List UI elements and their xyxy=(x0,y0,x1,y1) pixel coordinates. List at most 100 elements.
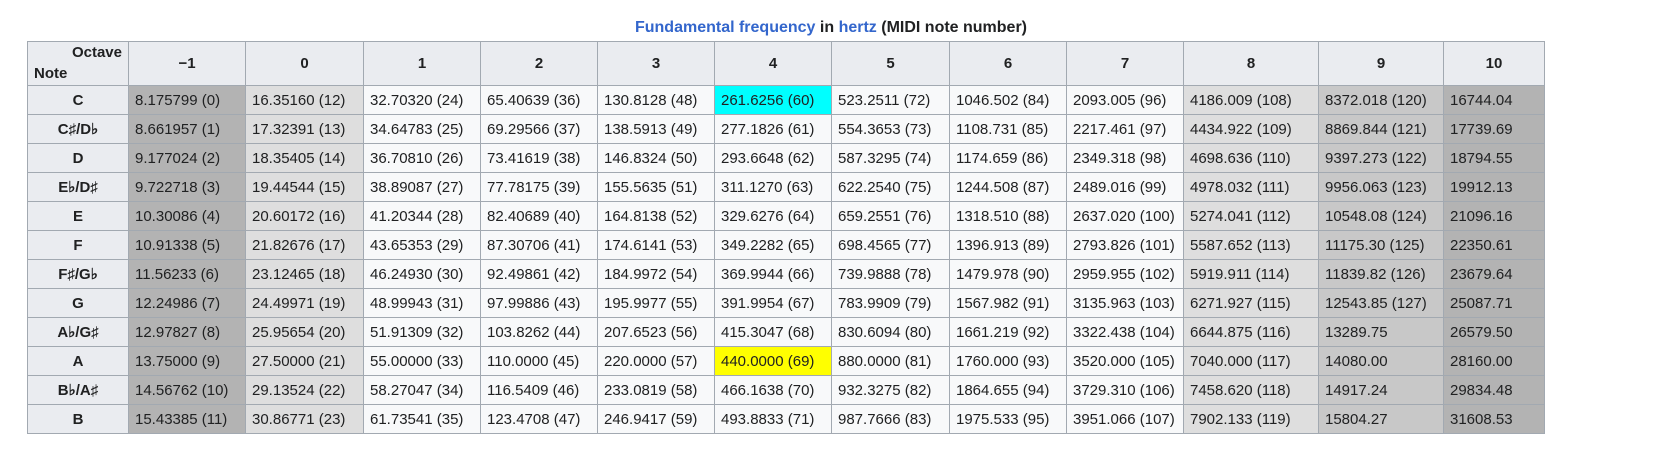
caption-midi-text: (MIDI note number) xyxy=(876,19,1028,36)
frequency-cell: 12543.85 (127) xyxy=(1318,288,1444,318)
frequency-cell: 19.44544 (15) xyxy=(245,172,364,202)
frequency-cell: 103.8262 (44) xyxy=(480,317,598,347)
frequency-cell: 69.29566 (37) xyxy=(480,114,598,144)
frequency-cell: 1760.000 (93) xyxy=(949,346,1067,376)
frequency-cell: 29834.48 xyxy=(1443,375,1545,405)
table-row: C 8.175799 (0) 16.35160 (12) 32.70320 (24) 6… xyxy=(27,85,1545,115)
frequency-cell: 138.5913 (49) xyxy=(597,114,715,144)
frequency-cell: 12.97827 (8) xyxy=(128,317,246,347)
frequency-cell: 4186.009 (108) xyxy=(1183,85,1319,115)
frequency-cell: 1479.978 (90) xyxy=(949,259,1067,289)
frequency-cell: 7458.620 (118) xyxy=(1183,375,1319,405)
note-header-label: Note xyxy=(34,65,68,82)
frequency-cell: 523.2511 (72) xyxy=(831,85,950,115)
frequency-cell: 14080.00 xyxy=(1318,346,1444,376)
frequency-cell: 1975.533 (95) xyxy=(949,404,1067,434)
frequency-cell: 195.9977 (55) xyxy=(597,288,715,318)
note-label: B♭/A♯ xyxy=(27,375,129,405)
octave-header: 8 xyxy=(1183,41,1319,86)
octave-header: 4 xyxy=(714,41,832,86)
frequency-cell: 8372.018 (120) xyxy=(1318,85,1444,115)
frequency-cell: 164.8138 (52) xyxy=(597,201,715,231)
note-label: G xyxy=(27,288,129,318)
frequency-cell: 13.75000 (9) xyxy=(128,346,246,376)
frequency-cell: 3135.963 (103) xyxy=(1066,288,1184,318)
frequency-cell: 622.2540 (75) xyxy=(831,172,950,202)
frequency-cell: 26579.50 xyxy=(1443,317,1545,347)
note-label: C♯/D♭ xyxy=(27,114,129,144)
frequency-cell: 233.0819 (58) xyxy=(597,375,715,405)
frequency-cell: 25087.71 xyxy=(1443,288,1545,318)
table-row: B 15.43385 (11) 30.86771 (23) 61.73541 (35)… xyxy=(27,404,1545,434)
note-label: B xyxy=(27,404,129,434)
frequency-cell: 184.9972 (54) xyxy=(597,259,715,289)
frequency-cell: 10.30086 (4) xyxy=(128,201,246,231)
frequency-cell: 391.9954 (67) xyxy=(714,288,832,318)
frequency-cell: 16744.04 xyxy=(1443,85,1545,115)
frequency-cell: 110.0000 (45) xyxy=(480,346,598,376)
frequency-cell: 87.30706 (41) xyxy=(480,230,598,260)
table-row: G 12.24986 (7) 24.49971 (19) 48.99943 (31) 9… xyxy=(27,288,1545,318)
frequency-cell: 9.177024 (2) xyxy=(128,143,246,173)
frequency-cell: 43.65353 (29) xyxy=(363,230,481,260)
frequency-cell: 1396.913 (89) xyxy=(949,230,1067,260)
frequency-cell: 25.95654 (20) xyxy=(245,317,364,347)
frequency-cell: 73.41619 (38) xyxy=(480,143,598,173)
frequency-cell: 4698.636 (110) xyxy=(1183,143,1319,173)
hertz-link[interactable]: hertz xyxy=(838,19,877,36)
note-label: A♭/G♯ xyxy=(27,317,129,347)
frequency-cell: 77.78175 (39) xyxy=(480,172,598,202)
table-row: A 13.75000 (9) 27.50000 (21) 55.00000 (33) 1… xyxy=(27,346,1545,376)
frequency-cell: 1661.219 (92) xyxy=(949,317,1067,347)
frequency-cell: 155.5635 (51) xyxy=(597,172,715,202)
frequency-cell: 28160.00 xyxy=(1443,346,1545,376)
frequency-cell: 20.60172 (16) xyxy=(245,201,364,231)
frequency-cell: 17739.69 xyxy=(1443,114,1545,144)
frequency-cell: 2637.020 (100) xyxy=(1066,201,1184,231)
frequency-cell: 116.5409 (46) xyxy=(480,375,598,405)
frequency-cell: 246.9417 (59) xyxy=(597,404,715,434)
frequency-cell: 698.4565 (77) xyxy=(831,230,950,260)
frequency-cell: 293.6648 (62) xyxy=(714,143,832,173)
frequency-cell: 1108.731 (85) xyxy=(949,114,1067,144)
frequency-cell: 12.24986 (7) xyxy=(128,288,246,318)
frequency-cell: 3729.310 (106) xyxy=(1066,375,1184,405)
frequency-cell: 1174.659 (86) xyxy=(949,143,1067,173)
frequency-cell: 1244.508 (87) xyxy=(949,172,1067,202)
frequency-cell: 4434.922 (109) xyxy=(1183,114,1319,144)
frequency-cell: 46.24930 (30) xyxy=(363,259,481,289)
frequency-cell: 130.8128 (48) xyxy=(597,85,715,115)
frequency-cell: 29.13524 (22) xyxy=(245,375,364,405)
frequency-cell: 2793.826 (101) xyxy=(1066,230,1184,260)
fundamental-frequency-link[interactable]: Fundamental frequency xyxy=(634,19,816,36)
frequency-cell: 9956.063 (123) xyxy=(1318,172,1444,202)
octave-header: 10 xyxy=(1443,41,1545,86)
frequency-cell: 587.3295 (74) xyxy=(831,143,950,173)
frequency-cell: 31608.53 xyxy=(1443,404,1545,434)
table-caption: Fundamental frequency in hertz (MIDI not… xyxy=(0,17,1662,39)
frequency-cell: 11175.30 (125) xyxy=(1318,230,1444,260)
frequency-cell: 10.91338 (5) xyxy=(128,230,246,260)
frequency-cell: 58.27047 (34) xyxy=(363,375,481,405)
frequency-cell: 32.70320 (24) xyxy=(363,85,481,115)
frequency-cell: 14917.24 xyxy=(1318,375,1444,405)
octave-header: 6 xyxy=(949,41,1067,86)
frequency-cell: 55.00000 (33) xyxy=(363,346,481,376)
frequency-cell: 11839.82 (126) xyxy=(1318,259,1444,289)
table-row: E♭/D♯ 9.722718 (3) 19.44544 (15) 38.89087 (… xyxy=(27,172,1545,202)
frequency-cell: 7902.133 (119) xyxy=(1183,404,1319,434)
frequency-cell: 6644.875 (116) xyxy=(1183,317,1319,347)
frequency-cell: 2093.005 (96) xyxy=(1066,85,1184,115)
frequency-cell: 369.9944 (66) xyxy=(714,259,832,289)
frequency-cell: 554.3653 (73) xyxy=(831,114,950,144)
frequency-cell: 10548.08 (124) xyxy=(1318,201,1444,231)
octave-header: 1 xyxy=(363,41,481,86)
frequency-cell: 1318.510 (88) xyxy=(949,201,1067,231)
octave-header: −1 xyxy=(128,41,246,86)
frequency-cell: 1567.982 (91) xyxy=(949,288,1067,318)
frequency-cell: 1046.502 (84) xyxy=(949,85,1067,115)
note-label: C xyxy=(27,85,129,115)
frequency-cell: 659.2551 (76) xyxy=(831,201,950,231)
frequency-cell: 7040.000 (117) xyxy=(1183,346,1319,376)
frequency-cell: 415.3047 (68) xyxy=(714,317,832,347)
